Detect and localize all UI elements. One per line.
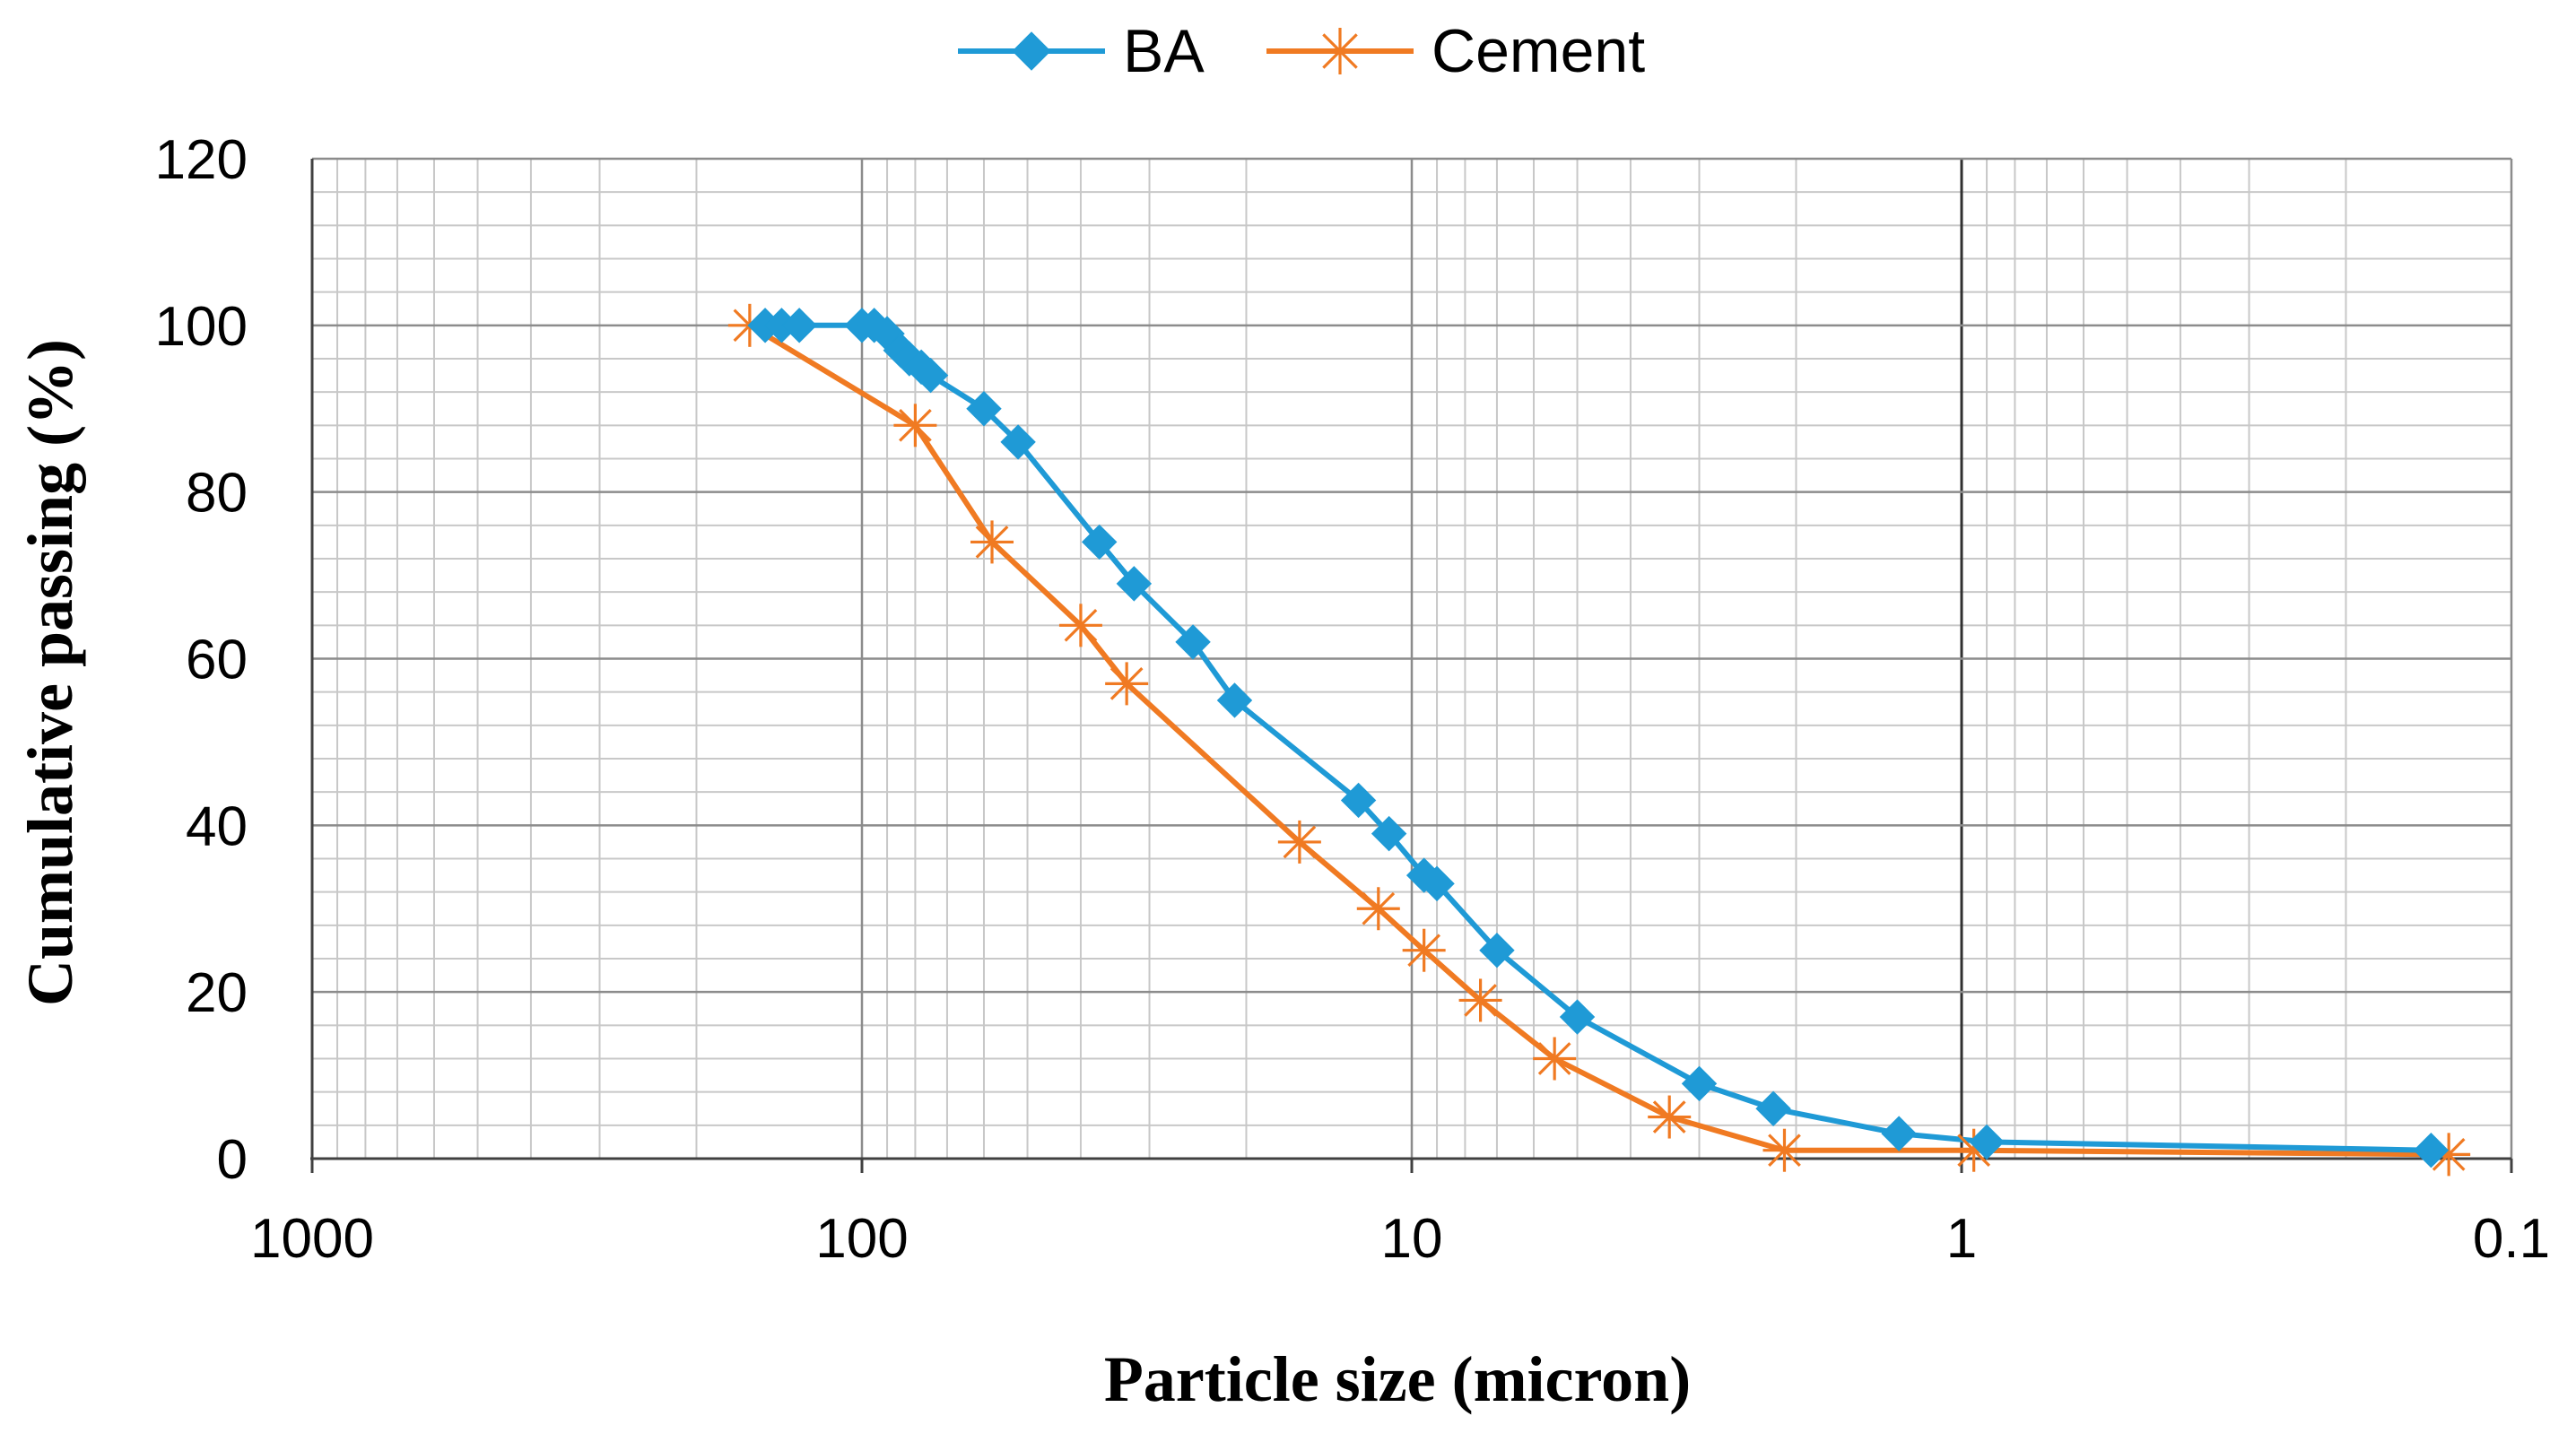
asterisk-stroke bbox=[899, 408, 932, 442]
ba-data-point bbox=[1969, 1124, 2005, 1160]
ba-data-point bbox=[1755, 1090, 1791, 1126]
tick-labels: 1000 100 10 1 0.1 0 20 40 60 80 100 120 bbox=[155, 129, 2551, 1270]
ba-data-point bbox=[1681, 1065, 1718, 1102]
asterisk-stroke bbox=[1652, 1100, 1686, 1134]
asterisk-stroke bbox=[1537, 1042, 1571, 1075]
y-tick-label: 60 bbox=[186, 630, 248, 691]
legend-entry-cement: Cement bbox=[1266, 17, 1645, 85]
asterisk-stroke bbox=[1768, 1134, 1801, 1168]
ba-data-point bbox=[1559, 999, 1596, 1035]
legend: BA Cement bbox=[958, 17, 1645, 85]
cement-data-point bbox=[1533, 1037, 1577, 1081]
legend-label-ba: BA bbox=[1123, 17, 1205, 85]
cement-data-point bbox=[1762, 1128, 1806, 1172]
asterisk-stroke bbox=[1110, 667, 1144, 700]
x-tick-label: 10 bbox=[1381, 1208, 1443, 1270]
y-tick-label: 80 bbox=[186, 463, 248, 525]
asterisk-stroke bbox=[2432, 1137, 2466, 1171]
asterisk-stroke bbox=[1283, 825, 1317, 859]
ba-data-point bbox=[1175, 624, 1211, 660]
cement-data-point bbox=[970, 520, 1014, 564]
ba-data-point bbox=[1419, 865, 1455, 902]
cement-data-point bbox=[1402, 928, 1446, 972]
asterisk-stroke bbox=[975, 526, 1009, 559]
legend-marker-ba bbox=[1012, 31, 1051, 71]
ba-data-point bbox=[912, 357, 949, 394]
legend-label-cement: Cement bbox=[1432, 17, 1645, 85]
ba-data-point bbox=[1000, 424, 1036, 460]
cement-data-point bbox=[893, 404, 937, 447]
x-tick-label: 1 bbox=[1946, 1208, 1977, 1270]
cement-data-point bbox=[1058, 604, 1102, 647]
ba-data-point bbox=[2413, 1133, 2450, 1168]
cement-data-point bbox=[1277, 820, 1321, 864]
ba-data-point bbox=[966, 391, 1002, 427]
ba-data-point bbox=[781, 308, 817, 343]
y-tick-label: 0 bbox=[217, 1129, 248, 1191]
ba-data-point bbox=[1116, 566, 1153, 602]
asterisk-stroke bbox=[1464, 984, 1497, 1017]
ba-data-point bbox=[1881, 1116, 1917, 1151]
ba-data-point bbox=[1216, 682, 1253, 718]
legend-marker-cement bbox=[1317, 28, 1363, 74]
ba-data-point bbox=[1479, 933, 1515, 969]
asterisk-stroke bbox=[1322, 33, 1358, 69]
legend-entry-ba: BA bbox=[958, 17, 1205, 85]
asterisk-stroke bbox=[1362, 891, 1396, 925]
y-tick-label: 100 bbox=[155, 296, 248, 358]
cement-data-point bbox=[1105, 662, 1149, 706]
cement-data-point bbox=[1356, 887, 1400, 931]
y-axis-title: Cumulative passing (%) bbox=[14, 339, 86, 1006]
y-tick-label: 40 bbox=[186, 795, 248, 857]
y-tick-label: 20 bbox=[186, 962, 248, 1024]
ba-data-point bbox=[1340, 782, 1377, 819]
ba-data-point bbox=[1081, 524, 1118, 560]
x-tick-label: 0.1 bbox=[2473, 1208, 2550, 1270]
x-tick-label: 100 bbox=[815, 1208, 908, 1270]
ba-data-point bbox=[1371, 815, 1407, 852]
series-markers bbox=[727, 303, 2471, 1177]
cement-data-point bbox=[1458, 978, 1502, 1022]
cement-data-point bbox=[1648, 1095, 1692, 1139]
asterisk-stroke bbox=[1407, 934, 1441, 968]
y-tick-label: 120 bbox=[155, 129, 248, 191]
axes bbox=[310, 159, 2513, 1173]
x-tick-label: 1000 bbox=[250, 1208, 374, 1270]
asterisk-stroke bbox=[1064, 608, 1098, 642]
x-axis-title: Particle size (micron) bbox=[1104, 1343, 1691, 1415]
